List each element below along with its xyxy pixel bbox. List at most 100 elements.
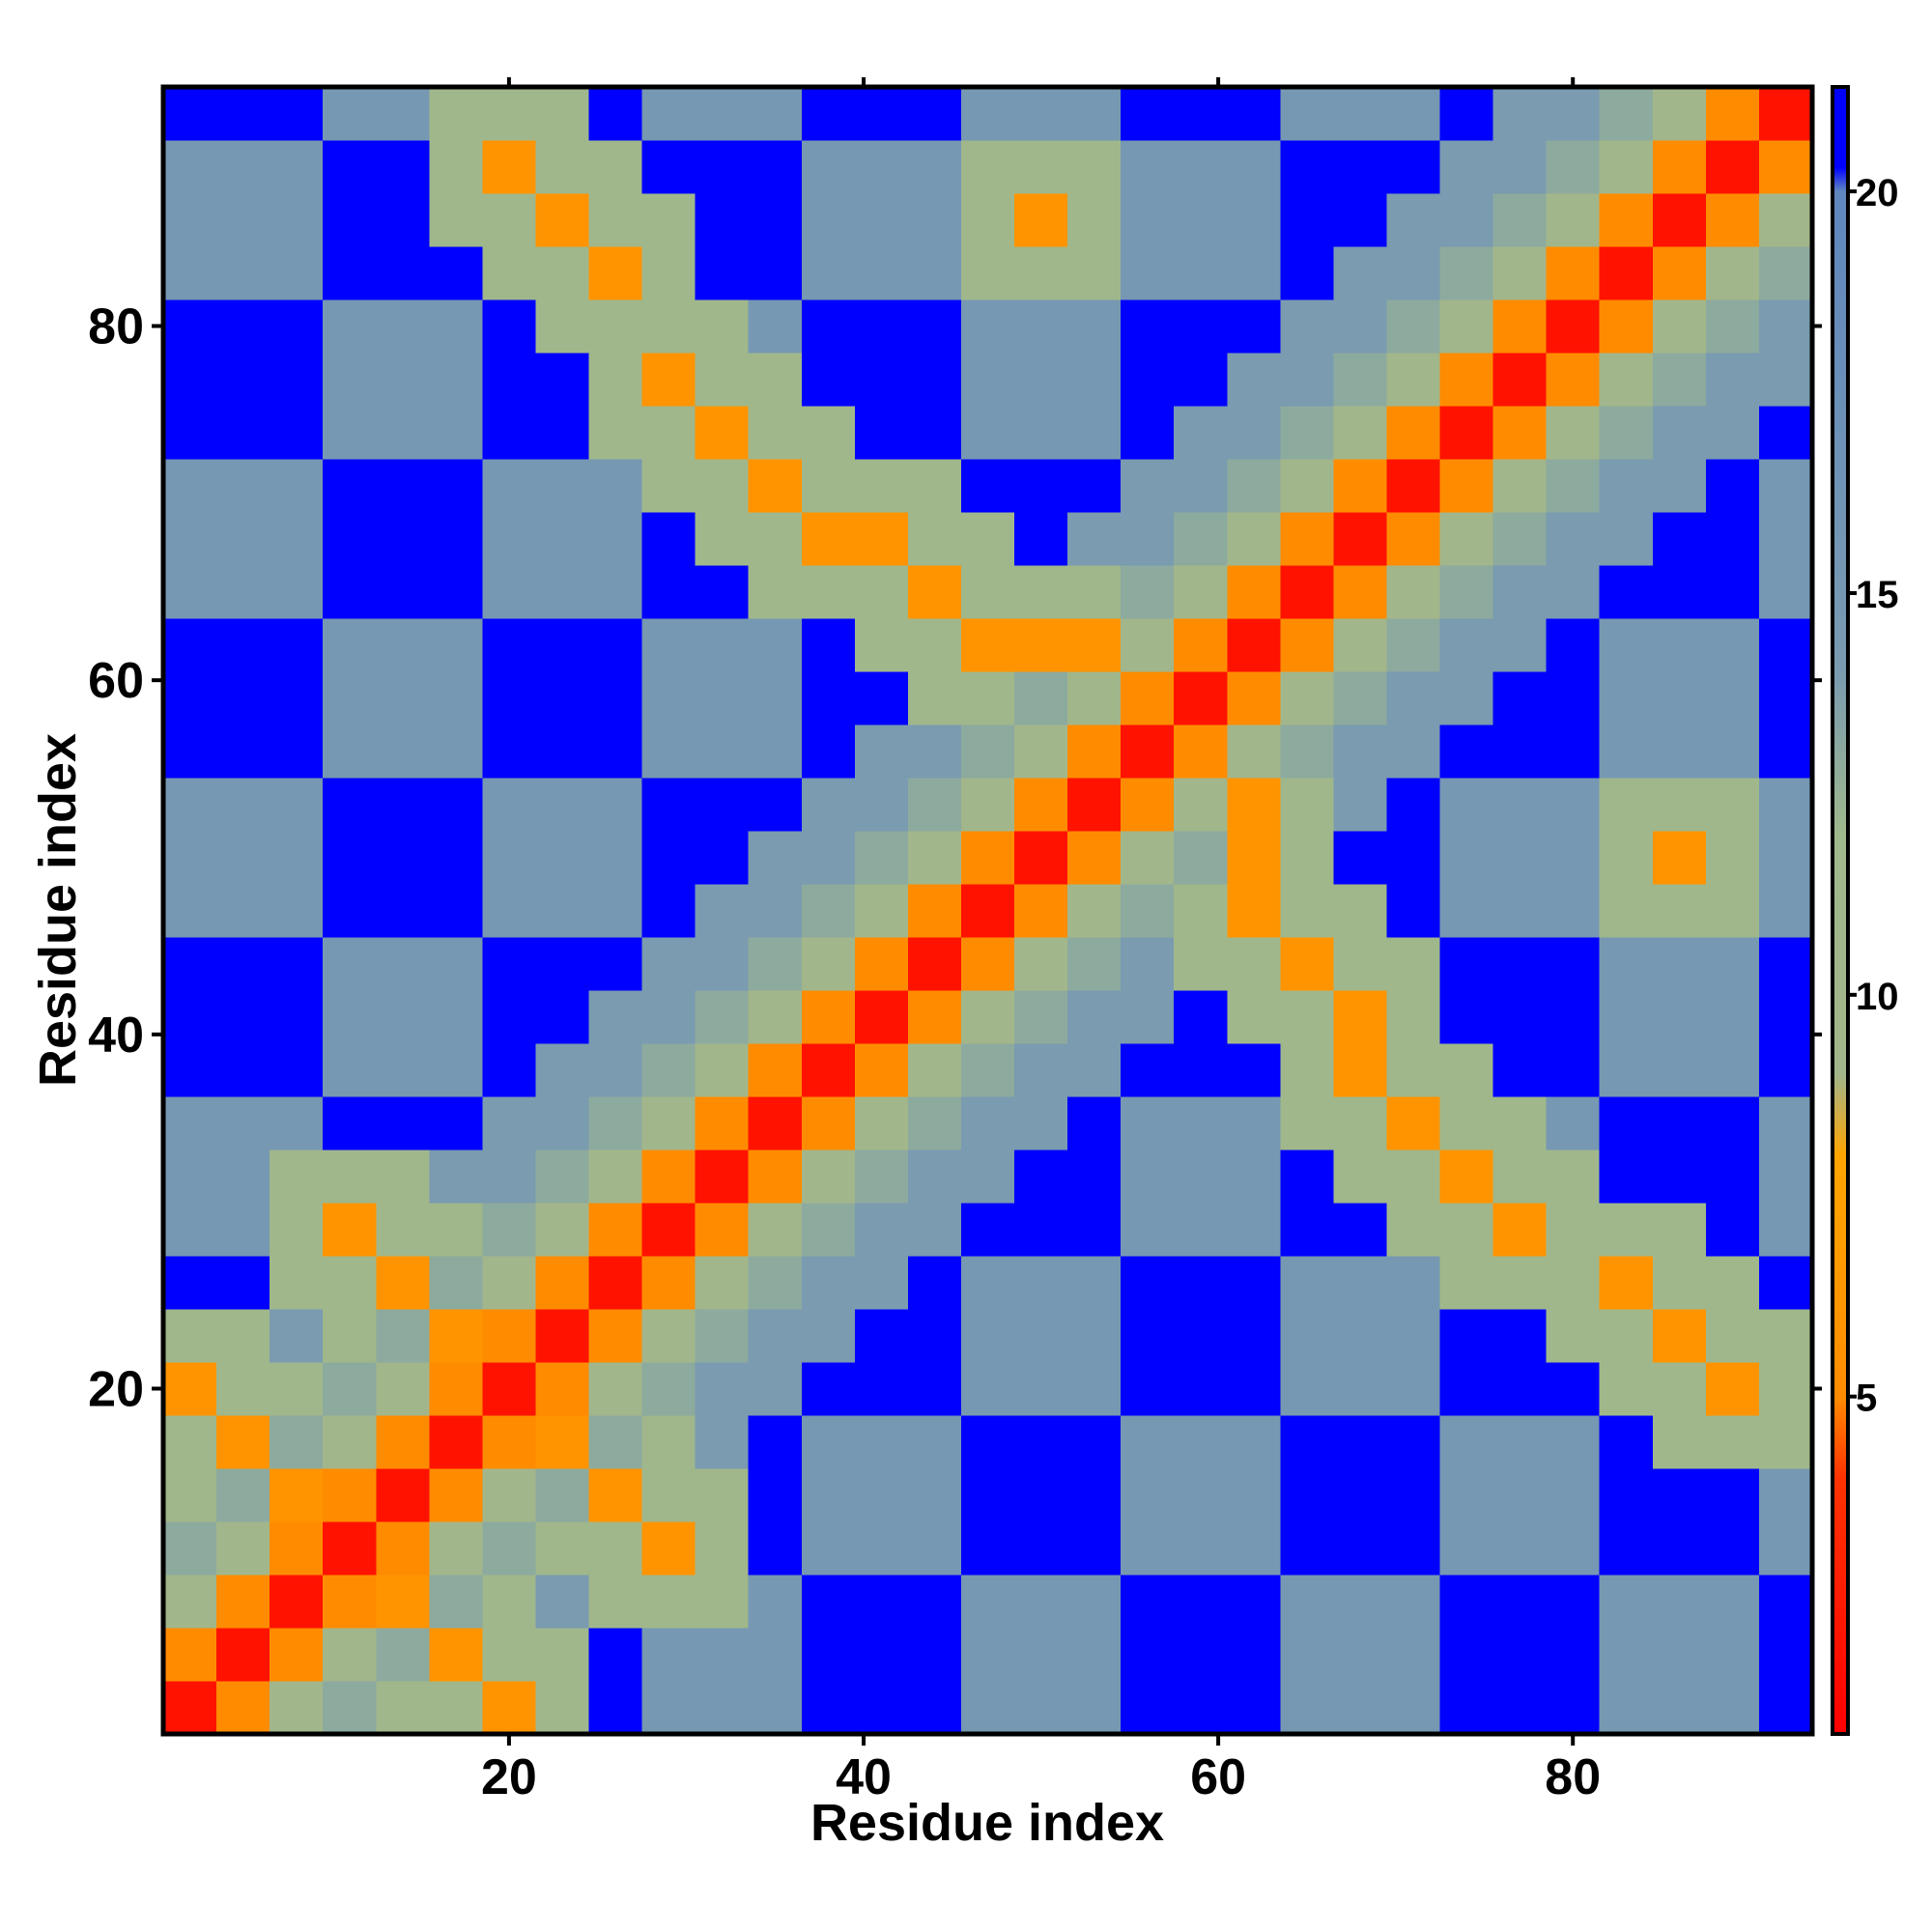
heatmap-cell	[1014, 618, 1068, 672]
heatmap-cell	[163, 1468, 217, 1522]
heatmap-cell	[1758, 671, 1813, 725]
heatmap-cell	[1652, 1468, 1707, 1522]
heatmap-cell	[801, 1468, 856, 1522]
heatmap-cell	[588, 1043, 643, 1097]
heatmap-cell	[1492, 565, 1548, 619]
heatmap-cell	[1067, 353, 1122, 407]
heatmap-cell	[1227, 1468, 1281, 1522]
heatmap-cell	[1705, 1681, 1760, 1735]
heatmap-cell	[1492, 193, 1548, 247]
heatmap-cell	[1174, 1575, 1228, 1629]
heatmap-cell	[1227, 1203, 1281, 1257]
heatmap-cell	[1121, 1521, 1175, 1576]
heatmap-cell	[1652, 140, 1707, 194]
heatmap-cell	[1067, 246, 1122, 300]
x-tick-label: 20	[481, 1749, 537, 1805]
y-axis-title: Residue index	[29, 733, 87, 1087]
heatmap-cell	[1439, 140, 1494, 194]
heatmap-cell	[1174, 1415, 1228, 1469]
heatmap-cell	[270, 459, 324, 513]
heatmap-cell	[960, 87, 1015, 141]
heatmap-cell	[854, 87, 909, 141]
heatmap-cell	[854, 1575, 909, 1629]
heatmap-cell	[907, 937, 962, 991]
heatmap-cell	[323, 1628, 377, 1682]
heatmap-cell	[1705, 778, 1760, 832]
heatmap-cell	[1599, 459, 1654, 513]
heatmap-cell	[641, 246, 696, 300]
heatmap-cell	[907, 299, 962, 354]
heatmap-cell	[1014, 1628, 1068, 1682]
heatmap-cell	[216, 671, 270, 725]
heatmap-cell	[1386, 299, 1441, 354]
heatmap-cell	[1227, 406, 1281, 460]
heatmap-cell	[216, 1150, 270, 1204]
heatmap-cell	[801, 884, 856, 938]
heatmap-cell	[1014, 459, 1068, 513]
heatmap-cell	[216, 406, 270, 460]
heatmap-cell	[482, 831, 536, 885]
heatmap-cell	[801, 1628, 856, 1682]
heatmap-cell	[429, 406, 483, 460]
heatmap-cell	[1067, 618, 1122, 672]
heatmap-cell	[323, 1256, 377, 1310]
heatmap-cell	[1227, 1043, 1281, 1097]
heatmap-cell	[1121, 246, 1175, 300]
heatmap-cell	[1492, 990, 1548, 1044]
heatmap-cell	[1758, 565, 1813, 619]
heatmap-cell	[748, 299, 803, 354]
heatmap-cell	[429, 1256, 483, 1310]
heatmap-cell	[429, 459, 483, 513]
heatmap-cell	[1014, 1362, 1068, 1416]
heatmap-cell	[695, 1575, 750, 1629]
heatmap-cell	[1439, 1521, 1494, 1576]
heatmap-cell	[695, 1203, 750, 1257]
heatmap-cell	[1652, 1150, 1707, 1204]
heatmap-cell	[1439, 87, 1494, 141]
heatmap-cell	[748, 565, 803, 619]
heatmap-cell	[1333, 140, 1387, 194]
heatmap-cell	[1758, 1256, 1813, 1310]
heatmap-cell	[1121, 1628, 1175, 1682]
heatmap-cell	[1439, 1415, 1494, 1469]
heatmap-cell	[1439, 353, 1494, 407]
heatmap-cell	[854, 990, 909, 1044]
heatmap-cell	[1174, 565, 1228, 619]
heatmap-cell	[748, 618, 803, 672]
heatmap-cell	[1386, 1415, 1441, 1469]
heatmap-cell	[748, 1575, 803, 1629]
heatmap-cell	[323, 618, 377, 672]
heatmap-cell	[376, 884, 430, 938]
heatmap-cell	[641, 1043, 696, 1097]
heatmap-cell	[588, 353, 643, 407]
heatmap-cell	[163, 1521, 217, 1576]
heatmap-cell	[323, 990, 377, 1044]
x-tick-label: 40	[836, 1749, 892, 1805]
heatmap-cell	[1546, 831, 1601, 885]
heatmap-cell	[1386, 87, 1441, 141]
heatmap-cell	[1546, 1256, 1601, 1310]
heatmap-cell	[376, 140, 430, 194]
heatmap-cell	[641, 1681, 696, 1735]
heatmap-cell	[588, 724, 643, 779]
heatmap-cell	[1546, 1362, 1601, 1416]
heatmap-cell	[535, 937, 590, 991]
heatmap-cell	[376, 512, 430, 566]
y-tick-label: 60	[88, 653, 144, 709]
heatmap-cell	[1014, 937, 1068, 991]
heatmap-cell	[1333, 884, 1387, 938]
heatmap-cell	[429, 937, 483, 991]
heatmap-cell	[1333, 246, 1387, 300]
heatmap-cell	[1280, 512, 1334, 566]
heatmap-cell	[482, 512, 536, 566]
heatmap-cell	[429, 1415, 483, 1469]
heatmap-cell	[588, 1681, 643, 1735]
heatmap-cell	[1174, 1309, 1228, 1363]
heatmap-cell	[429, 1468, 483, 1522]
heatmap-cell	[376, 1468, 430, 1522]
heatmap-cell	[216, 1681, 270, 1735]
heatmap-cell	[1333, 1362, 1387, 1416]
heatmap-cell	[1652, 1575, 1707, 1629]
heatmap-cell	[323, 1096, 377, 1151]
heatmap-cell	[1652, 1043, 1707, 1097]
